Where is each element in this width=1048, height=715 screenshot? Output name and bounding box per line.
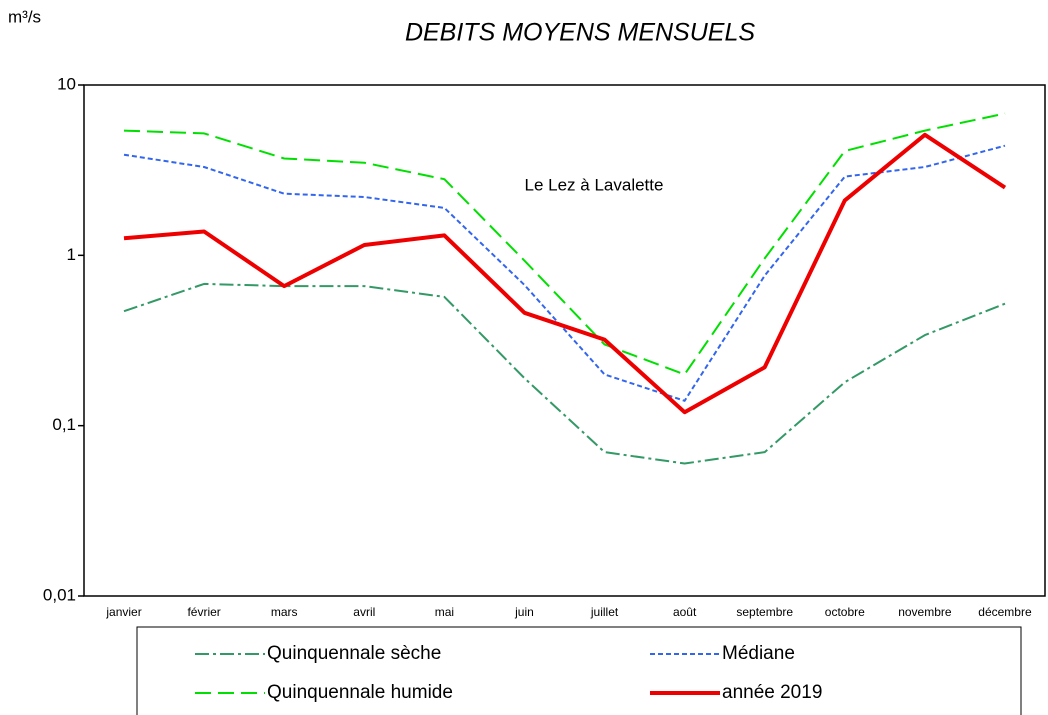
y-tick-label: 0,1 [52, 415, 76, 434]
plot-frame [83, 84, 1046, 597]
x-tick-label: septembre [736, 605, 793, 619]
series-line [123, 282, 1006, 465]
legend-label: Quinquennale humide [267, 682, 453, 703]
legend-box [136, 626, 1022, 715]
x-tick-label: juillet [590, 605, 619, 619]
x-tick-label: décembre [978, 605, 1032, 619]
series-line [123, 112, 1006, 376]
chart-title: DEBITS MOYENS MENSUELS [405, 19, 755, 47]
y-tick-label: 1 [67, 245, 76, 264]
legend-label: Médiane [722, 643, 795, 664]
legend-label: Quinquennale sèche [267, 643, 441, 664]
y-tick-label: 0,01 [43, 585, 76, 604]
annotation: Le Lez à Lavalette [525, 175, 664, 194]
x-tick-label: octobre [825, 605, 865, 619]
x-tick-label: novembre [898, 605, 952, 619]
x-tick-label: juin [514, 605, 534, 619]
x-tick-label: mai [435, 605, 454, 619]
series-line [123, 144, 1006, 402]
x-tick-label: août [673, 605, 697, 619]
legend-label: année 2019 [722, 682, 822, 703]
y-axis-label: m³/s [8, 7, 41, 26]
y-tick-label: 10 [57, 74, 76, 93]
x-tick-label: mars [271, 605, 298, 619]
x-tick-label: avril [353, 605, 375, 619]
series-line [123, 132, 1007, 415]
x-tick-label: février [187, 605, 220, 619]
x-tick-label: janvier [105, 605, 141, 619]
